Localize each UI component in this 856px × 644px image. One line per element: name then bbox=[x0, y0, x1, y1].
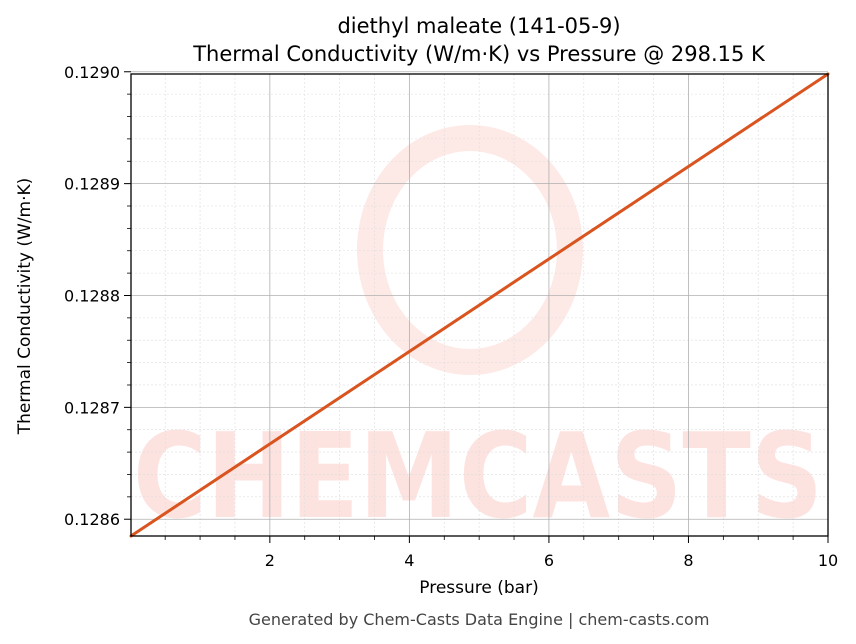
x-tick-label: 2 bbox=[265, 551, 275, 570]
y-tick-label: 0.1288 bbox=[64, 286, 120, 305]
y-tick-label: 0.1289 bbox=[64, 175, 120, 194]
y-tick-label: 0.1290 bbox=[64, 63, 120, 82]
x-axis-ticks: 2 4 6 8 10 bbox=[164, 536, 838, 570]
watermark-text: CHEMCASTS bbox=[133, 407, 823, 545]
chart-subtitle: Thermal Conductivity (W/m·K) vs Pressure… bbox=[192, 42, 766, 66]
x-tick-label: 6 bbox=[544, 551, 554, 570]
x-tick-label: 8 bbox=[683, 551, 693, 570]
y-tick-label: 0.1286 bbox=[64, 510, 120, 529]
series-line bbox=[129, 72, 830, 538]
y-tick-label: 0.1287 bbox=[64, 398, 120, 417]
x-axis-label: Pressure (bar) bbox=[419, 578, 538, 598]
minor-grid bbox=[131, 74, 828, 536]
watermark-logo-ring bbox=[357, 125, 583, 375]
chart-title: diethyl maleate (141-05-9) bbox=[337, 14, 620, 38]
series-layer bbox=[129, 72, 830, 538]
y-axis-label: Thermal Conductivity (W/m·K) bbox=[15, 178, 35, 436]
x-tick-label: 4 bbox=[404, 551, 414, 570]
x-tick-label: 10 bbox=[818, 551, 838, 570]
major-grid bbox=[131, 71, 829, 536]
y-axis-ticks: 0.1286 0.1287 0.1288 0.1289 0.1290 bbox=[64, 63, 131, 529]
footer-credit: Generated by Chem-Casts Data Engine | ch… bbox=[249, 610, 710, 629]
